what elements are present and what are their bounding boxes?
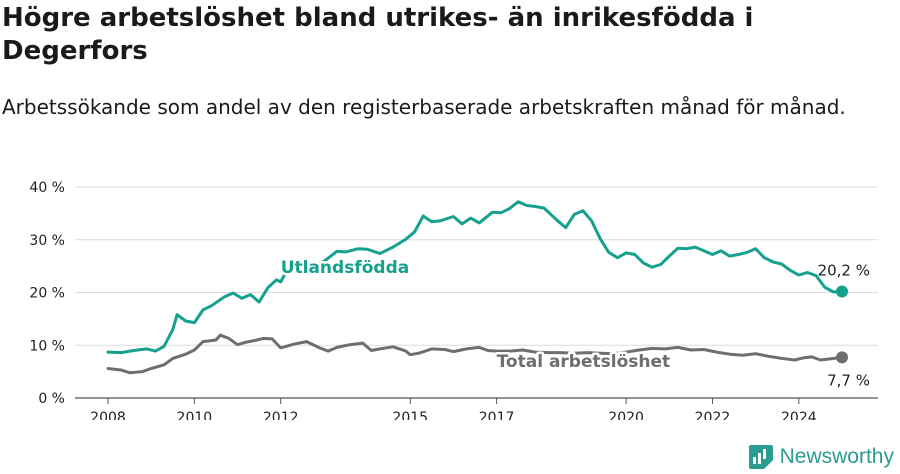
series-line-0 <box>106 200 844 355</box>
end-value-label: 20,2 % <box>818 261 870 279</box>
end-marker-0 <box>836 285 848 298</box>
y-tick-label: 20 % <box>29 286 65 302</box>
x-tick-label: 2024 <box>781 410 817 420</box>
y-tick-label: 10 % <box>29 338 65 354</box>
series-labels: Utlandsfödda Total arbetslöshet 20,2 % 7,7 … <box>278 256 870 390</box>
y-tick-label: 30 % <box>29 233 65 249</box>
x-tick-label: 2010 <box>177 410 213 420</box>
series-line-1 <box>106 333 844 375</box>
y-axis: 0 % 10 % 20 % 30 % 40 % <box>29 180 65 407</box>
x-tick-label: 2020 <box>608 410 644 420</box>
series-name-label: Utlandsfödda <box>281 258 410 278</box>
x-tick-label: 2012 <box>263 410 299 420</box>
end-marker-1 <box>836 351 848 364</box>
y-tick-label: 40 % <box>29 180 65 196</box>
x-tick-label: 2015 <box>392 410 428 420</box>
newsworthy-logo-icon <box>748 445 773 469</box>
x-tick-label: 2008 <box>90 410 126 420</box>
line-chart: 0 % 10 % 20 % 30 % 40 % 2008 2010 2012 2015 2017… <box>29 180 878 420</box>
brand-logo: Newsworthy <box>748 444 894 470</box>
chart-subtitle: Arbetssökande som andel av den registerb… <box>2 95 846 119</box>
series-name-label: Total arbetslöshet <box>497 352 671 372</box>
x-axis: 2008 2010 2012 2015 2017 2020 2022 2024 <box>90 398 817 420</box>
y-tick-label: 0 % <box>38 391 65 407</box>
grid-lines <box>75 186 878 399</box>
x-tick-label: 2022 <box>695 410 731 420</box>
chart-title: Högre arbetslöshet bland utrikes- än inr… <box>2 3 754 66</box>
series-lines <box>106 200 848 375</box>
x-tick-label: 2017 <box>479 410 515 420</box>
brand-name: Newsworthy <box>779 445 894 468</box>
end-value-label: 7,7 % <box>827 371 870 389</box>
